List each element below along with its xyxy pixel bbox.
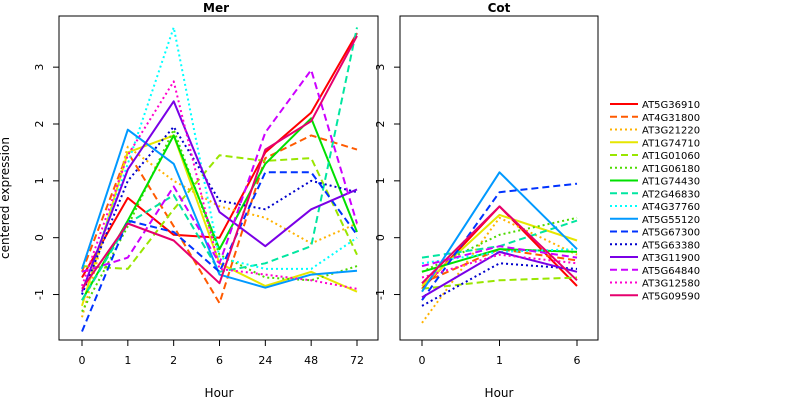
panel-mer: Mer Hour -1 0 1 2 3 0 1 2 6 24 48 72 xyxy=(33,1,379,400)
legend-label: AT3G11900 xyxy=(642,253,700,264)
legend-label: AT1G01060 xyxy=(642,151,700,162)
x-tick-label: 6 xyxy=(216,354,223,367)
legend-label: AT3G21220 xyxy=(642,126,700,137)
series-line-at5g55120-cot xyxy=(421,171,578,293)
legend-label: AT1G06180 xyxy=(642,164,700,175)
series-line-at3g11900-mer xyxy=(81,100,358,293)
series-line-at1g06180-cot xyxy=(421,216,578,273)
series-line-at1g74430-mer xyxy=(81,117,358,301)
panel-title-mer: Mer xyxy=(203,1,229,15)
y-tick-label: 1 xyxy=(33,177,46,184)
x-tick-label: 6 xyxy=(574,354,581,367)
series-line-at5g63380-cot xyxy=(421,262,578,307)
y-tick-label: 3 xyxy=(374,64,387,71)
legend-label: AT1G74430 xyxy=(642,177,700,188)
series-line-at1g01060-cot xyxy=(421,276,578,290)
x-axis-title-mer: Hour xyxy=(205,386,234,400)
legend-label: AT2G46830 xyxy=(642,189,700,200)
legend-label: AT5G36910 xyxy=(642,100,700,111)
y-tick-label: 0 xyxy=(33,234,46,241)
legend-label: AT5G67300 xyxy=(642,228,700,239)
legend-label: AT1G74710 xyxy=(642,138,700,149)
series-line-at5g64840-mer xyxy=(81,69,358,273)
series-line-at1g01060-mer xyxy=(81,154,358,270)
legend-label: AT5G09590 xyxy=(642,291,700,302)
x-tick-label: 2 xyxy=(170,354,177,367)
x-tick-label: 0 xyxy=(419,354,426,367)
series-line-at3g11900-cot xyxy=(421,250,578,299)
series-line-at5g09590-cot xyxy=(421,205,578,284)
y-tick-label: 2 xyxy=(33,121,46,128)
y-tick-label: 1 xyxy=(374,177,387,184)
series-line-at1g06180-mer xyxy=(81,128,358,313)
series-line-at5g67300-mer xyxy=(81,171,358,332)
series-line-at3g12580-cot xyxy=(421,253,578,279)
series-line-at3g12580-mer xyxy=(81,80,358,290)
y-tick-label: 0 xyxy=(374,234,387,241)
legend-label: AT5G64840 xyxy=(642,266,700,277)
x-tick-label: 48 xyxy=(304,354,318,367)
panel-cot: Cot Hour -1 0 1 2 3 0 1 6 xyxy=(374,1,599,400)
legend-label: AT5G55120 xyxy=(642,215,700,226)
legend-label: AT4G37760 xyxy=(642,202,700,213)
panel-title-cot: Cot xyxy=(488,1,511,15)
series-line-at5g64840-cot xyxy=(421,245,578,268)
y-tick-label: -1 xyxy=(374,289,387,300)
series-line-at5g09590-mer xyxy=(81,35,358,290)
legend-label: AT3G12580 xyxy=(642,279,700,290)
x-tick-label: 0 xyxy=(79,354,86,367)
series-line-at4g31800-mer xyxy=(81,134,358,305)
y-axis-title: centered expression xyxy=(0,137,12,259)
x-tick-label: 24 xyxy=(258,354,272,367)
legend-label: AT4G31800 xyxy=(642,113,700,124)
y-tick-label: 3 xyxy=(33,64,46,71)
series-line-at5g67300-cot xyxy=(421,182,578,301)
plot-frame-cot xyxy=(399,15,599,341)
y-tick-label: -1 xyxy=(33,289,46,300)
series-line-at5g55120-mer xyxy=(81,128,358,289)
x-axis-title-cot: Hour xyxy=(485,386,514,400)
series-line-at3g21220-cot xyxy=(421,216,578,324)
plot-area-cot: -1 0 1 2 3 0 1 6 xyxy=(374,15,599,367)
plot-frame-mer xyxy=(58,15,379,341)
legend-label: AT5G63380 xyxy=(642,240,700,251)
y-tick-label: 2 xyxy=(374,121,387,128)
x-tick-label: 1 xyxy=(124,354,131,367)
series-line-at5g63380-mer xyxy=(81,125,358,295)
series-line-at4g37760-mer xyxy=(81,26,358,295)
x-tick-label: 72 xyxy=(350,354,364,367)
plot-area-mer: -1 0 1 2 3 0 1 2 6 24 48 72 xyxy=(33,15,379,367)
series-line-at5g36910-mer xyxy=(81,32,358,278)
series-line-at1g74710-cot xyxy=(421,213,578,287)
x-tick-label: 1 xyxy=(496,354,503,367)
